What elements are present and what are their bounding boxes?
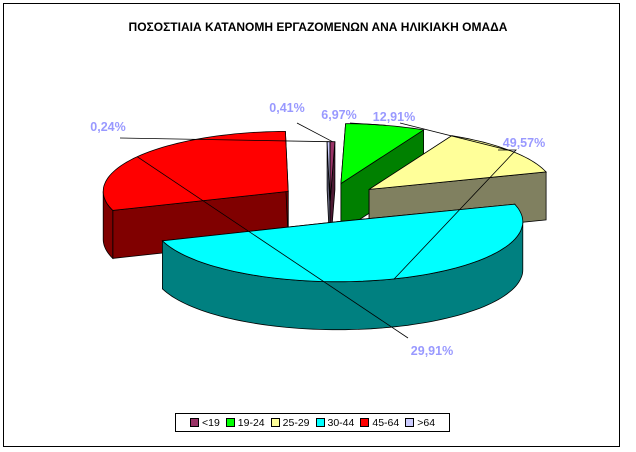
legend-item-45-64: 45-64 [360,417,399,429]
legend: <19 19-24 25-29 30-44 45-64 >64 [175,413,450,432]
legend-swatch [315,418,325,427]
leader-line-lt19 [296,122,333,143]
legend-swatch [225,418,235,427]
data-label-30-44: 49,57% [503,136,545,150]
data-label-25-29: 12,91% [373,110,415,124]
leader-line-30-44 [393,149,517,280]
leader-line-19-24 [349,122,386,126]
legend-label: >64 [417,416,436,429]
legend-swatch [405,418,415,427]
leader-line-25-29 [399,122,511,152]
legend-label: 25-29 [282,416,310,429]
data-label-19-24: 6,97% [321,108,356,122]
legend-swatch [270,418,280,427]
legend-item-19-24: 19-24 [225,416,265,429]
data-label-lt19: 0,41% [269,101,304,115]
legend-item-25-29: 25-29 [270,416,310,429]
pie-tops [102,123,548,283]
legend-swatch [360,418,370,427]
legend-item-lt19: <19 [189,416,220,429]
legend-label: 19-24 [237,416,265,429]
chart-title: ΠΟΣΟΣΤΙΑΙΑ ΚΑΤΑΝΟΜΗ ΕΡΓΑΖΟΜΕΝΩΝ ΑΝΑ ΗΛΙΚ… [128,20,508,34]
legend-label: 30-44 [327,416,355,429]
data-labels: 0,41% 6,97% 12,91% 49,57% 29,91% 0,24% [90,101,545,358]
leader-line-gt64 [119,137,329,143]
leader-line-45-64 [136,156,409,339]
legend-label: 45-64 [372,416,400,429]
legend-item-30-44: 30-44 [315,416,355,429]
legend-label: <19 [201,416,220,429]
data-label-45-64: 29,91% [411,344,453,358]
legend-item-gt64: >64 [405,417,435,429]
legend-swatch [189,418,199,427]
leader-lines [119,122,517,339]
data-label-gt64: 0,24% [90,120,125,134]
